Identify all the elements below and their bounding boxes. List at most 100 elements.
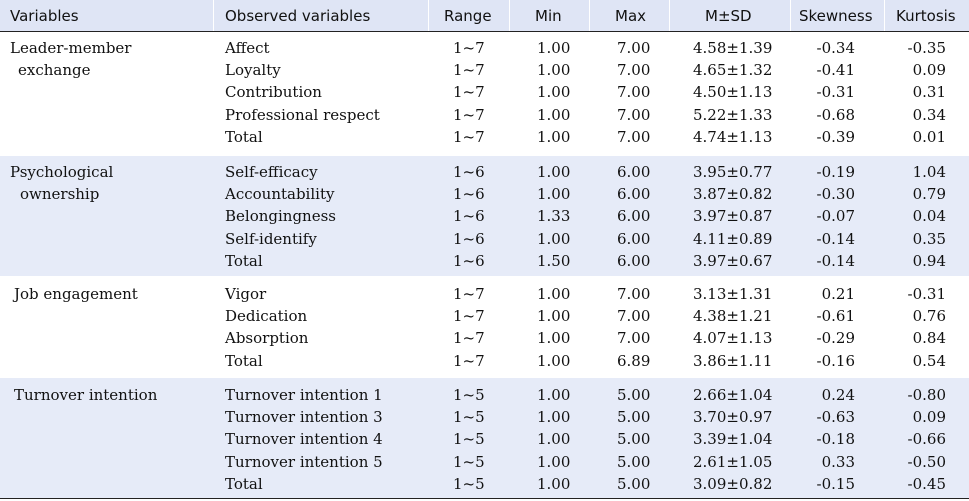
range-value: 1~5 [453,430,485,449]
mean-sd-value: 2.66±1.04 [693,386,773,404]
observed-variable: Absorption [225,329,309,348]
max-value: 5.00 [617,386,651,404]
skewness-value: -0.68 [816,105,855,124]
table-row: Loyalty 1~7 1.00 7.00 4.65±1.32 -0.41 0.09 [0,59,969,81]
observed-variable: Self-identify [225,229,317,248]
table-bottom-rule [0,498,969,499]
group-label: Psychological [10,163,114,181]
skewness-value: -0.15 [816,474,855,493]
table-row: Turnover intention 4 1~5 1.00 5.00 3.39±1.04… [0,428,969,450]
header-divider [509,0,510,31]
max-value: 7.00 [617,83,651,102]
range-value: 1~6 [453,163,485,181]
skewness-value: 0.21 [821,285,855,303]
skewness-value: -0.14 [816,229,855,248]
min-value: 1.50 [537,251,571,270]
min-value: 1.00 [537,452,571,471]
max-value: 7.00 [617,39,651,57]
min-value: 1.00 [537,329,571,348]
table-row: Affect 1~7 1.00 7.00 4.58±1.39 -0.34 -0.35 [0,37,969,59]
range-value: 1~6 [453,251,485,270]
observed-variable: Accountability [225,185,335,204]
header-observed-variables: Observed variables [225,7,371,25]
table-row: Professional respect 1~7 1.00 7.00 5.22±1.33… [0,104,969,126]
kurtosis-value: -0.35 [907,39,946,57]
kurtosis-value: 0.09 [912,408,946,427]
mean-sd-value: 5.22±1.33 [693,105,773,124]
kurtosis-value: 0.54 [912,351,946,370]
min-value: 1.00 [537,105,571,124]
table-row: Self-efficacy 1~6 1.00 6.00 3.95±0.77 -0.19 1.… [0,161,969,183]
group-label: Leader-member [10,39,132,57]
min-value: 1.00 [537,408,571,427]
min-value: 1.00 [537,386,571,404]
max-value: 7.00 [617,307,651,326]
max-value: 6.00 [617,207,651,226]
mean-sd-value: 4.11±0.89 [693,229,773,248]
header-divider [428,0,429,31]
kurtosis-value: 0.09 [912,61,946,80]
mean-sd-value: 4.58±1.39 [693,39,773,57]
max-value: 7.00 [617,285,651,303]
max-value: 5.00 [617,452,651,471]
observed-variable: Turnover intention 4 [225,430,383,449]
max-value: 5.00 [617,430,651,449]
max-value: 7.00 [617,105,651,124]
header-skewness: Skewness [799,7,873,25]
range-value: 1~5 [453,452,485,471]
kurtosis-value: 0.94 [912,251,946,270]
skewness-value: -0.07 [816,207,855,226]
kurtosis-value: -0.66 [907,430,946,449]
group-label-continued: ownership [20,185,100,204]
skewness-value: -0.18 [816,430,855,449]
range-value: 1~7 [453,307,485,326]
mean-sd-value: 3.39±1.04 [693,430,773,449]
min-value: 1.33 [537,207,571,226]
table-row: Total 1~7 1.00 6.89 3.86±1.11 -0.16 0.54 [0,350,969,372]
table-row: Accountability 1~6 1.00 6.00 3.87±0.82 -0.30 0… [0,183,969,205]
min-value: 1.00 [537,39,571,57]
kurtosis-value: -0.45 [907,474,946,493]
observed-variable: Belongingness [225,207,336,226]
range-value: 1~7 [453,39,485,57]
observed-variable: Total [225,351,263,370]
mean-sd-value: 3.70±0.97 [693,408,773,427]
header-divider [790,0,791,31]
range-value: 1~5 [453,474,485,493]
min-value: 1.00 [537,185,571,204]
mean-sd-value: 3.86±1.11 [693,351,773,370]
table-row: Dedication 1~7 1.00 7.00 4.38±1.21 -0.61 0.76 [0,305,969,327]
table-row: Total 1~5 1.00 5.00 3.09±0.82 -0.15 -0.45 [0,473,969,495]
kurtosis-value: -0.50 [907,452,946,471]
range-value: 1~7 [453,329,485,348]
header-msd: M±SD [705,7,752,25]
skewness-value: -0.34 [816,39,855,57]
min-value: 1.00 [537,229,571,248]
observed-variable: Vigor [225,285,267,303]
max-value: 6.00 [617,185,651,204]
kurtosis-value: 0.31 [912,83,946,102]
header-divider [669,0,670,31]
min-value: 1.00 [537,285,571,303]
mean-sd-value: 3.13±1.31 [693,285,773,303]
mean-sd-value: 3.95±0.77 [693,163,773,181]
range-value: 1~6 [453,207,485,226]
mean-sd-value: 4.50±1.13 [693,83,773,102]
kurtosis-value: 1.04 [912,163,946,181]
kurtosis-value: 0.04 [912,207,946,226]
mean-sd-value: 4.74±1.13 [693,127,773,146]
max-value: 6.00 [617,251,651,270]
group-block [0,378,969,498]
observed-variable: Turnover intention 3 [225,408,383,427]
range-value: 1~7 [453,351,485,370]
min-value: 1.00 [537,351,571,370]
table-row: Vigor 1~7 1.00 7.00 3.13±1.31 0.21 -0.31 [0,283,969,305]
observed-variable: Total [225,127,263,146]
kurtosis-value: -0.80 [907,386,946,404]
mean-sd-value: 2.61±1.05 [693,452,773,471]
observed-variable: Affect [225,39,270,57]
range-value: 1~7 [453,285,485,303]
range-value: 1~5 [453,386,485,404]
min-value: 1.00 [537,163,571,181]
range-value: 1~6 [453,229,485,248]
